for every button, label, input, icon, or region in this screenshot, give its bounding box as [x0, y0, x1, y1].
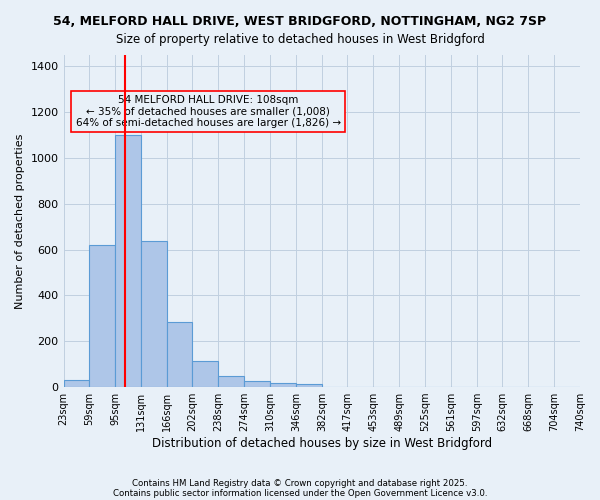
Bar — [296, 384, 322, 387]
Text: 54 MELFORD HALL DRIVE: 108sqm
← 35% of detached houses are smaller (1,008)
64% o: 54 MELFORD HALL DRIVE: 108sqm ← 35% of d… — [76, 95, 341, 128]
Text: Contains HM Land Registry data © Crown copyright and database right 2025.: Contains HM Land Registry data © Crown c… — [132, 478, 468, 488]
Bar — [270, 382, 296, 387]
Text: Size of property relative to detached houses in West Bridgford: Size of property relative to detached ho… — [116, 32, 484, 46]
Y-axis label: Number of detached properties: Number of detached properties — [15, 134, 25, 308]
Bar — [244, 382, 270, 387]
Bar — [115, 135, 142, 387]
Bar — [167, 322, 193, 387]
Bar — [64, 380, 89, 387]
Bar — [142, 240, 167, 387]
Text: 54, MELFORD HALL DRIVE, WEST BRIDGFORD, NOTTINGHAM, NG2 7SP: 54, MELFORD HALL DRIVE, WEST BRIDGFORD, … — [53, 15, 547, 28]
Bar — [218, 376, 244, 387]
Bar — [193, 360, 218, 387]
X-axis label: Distribution of detached houses by size in West Bridgford: Distribution of detached houses by size … — [152, 437, 492, 450]
Bar — [89, 245, 115, 387]
Text: Contains public sector information licensed under the Open Government Licence v3: Contains public sector information licen… — [113, 488, 487, 498]
